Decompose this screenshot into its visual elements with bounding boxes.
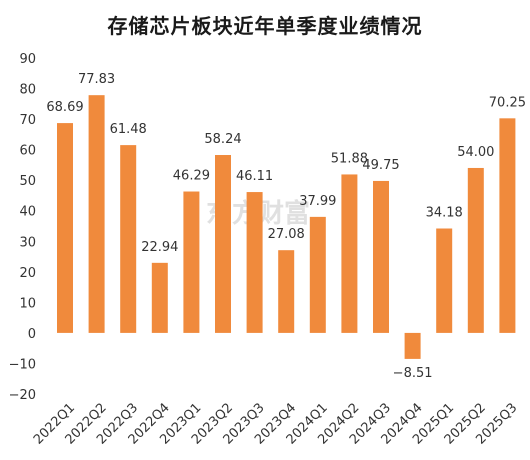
bar: [278, 250, 295, 333]
bar: [467, 167, 484, 333]
bar: [57, 123, 73, 333]
y-tick-label: 10: [19, 296, 36, 311]
y-tick-label: −10: [9, 357, 36, 372]
bar: [436, 228, 453, 333]
chart-title: 存储芯片板块近年单季度业绩情况: [107, 14, 423, 38]
y-tick-label: 60: [19, 144, 36, 159]
data-label: 34.18: [426, 206, 463, 221]
bar: [88, 95, 105, 333]
data-label: 46.11: [236, 169, 273, 184]
y-tick-label: 20: [19, 266, 36, 281]
data-label: 54.00: [457, 145, 494, 160]
y-tick-label: 80: [19, 83, 36, 98]
bar: [309, 216, 326, 333]
bar: [215, 155, 231, 333]
data-label: −8.51: [393, 366, 433, 381]
y-axis: −20 −10 0 10 20 30 40 50 60 70 80 90: [9, 52, 36, 403]
bar: [246, 192, 263, 333]
bar: [151, 262, 168, 333]
bar: [404, 332, 421, 359]
data-label: 22.94: [141, 240, 178, 255]
bar: [373, 180, 389, 333]
data-label: 49.75: [362, 158, 399, 173]
data-label: 77.83: [78, 72, 115, 87]
data-label: 61.48: [110, 122, 147, 137]
y-tick-label: 0: [28, 327, 36, 342]
bar: [499, 118, 516, 333]
data-label: 51.88: [331, 151, 368, 166]
y-tick-label: 50: [19, 174, 36, 189]
y-tick-label: 40: [19, 205, 36, 220]
bars: [57, 95, 516, 359]
data-label: 58.24: [204, 132, 241, 147]
bar: [341, 174, 358, 333]
data-label: 68.69: [46, 100, 83, 115]
data-label: 46.29: [173, 169, 210, 184]
y-tick-label: 30: [19, 235, 36, 250]
y-tick-label: −20: [9, 388, 36, 403]
bar: [120, 145, 137, 333]
y-tick-label: 70: [19, 113, 36, 128]
y-tick-label: 90: [19, 52, 36, 67]
data-labels: 68.69 77.83 61.48 22.94 46.29 58.24 46.11 27.08…: [46, 72, 526, 381]
x-axis: 2022Q12022Q22022Q32022Q42023Q12023Q22023…: [31, 400, 520, 447]
bar: [183, 191, 200, 333]
data-label: 70.25: [489, 95, 526, 110]
data-label: 27.08: [268, 227, 305, 242]
data-label: 37.99: [299, 194, 336, 209]
